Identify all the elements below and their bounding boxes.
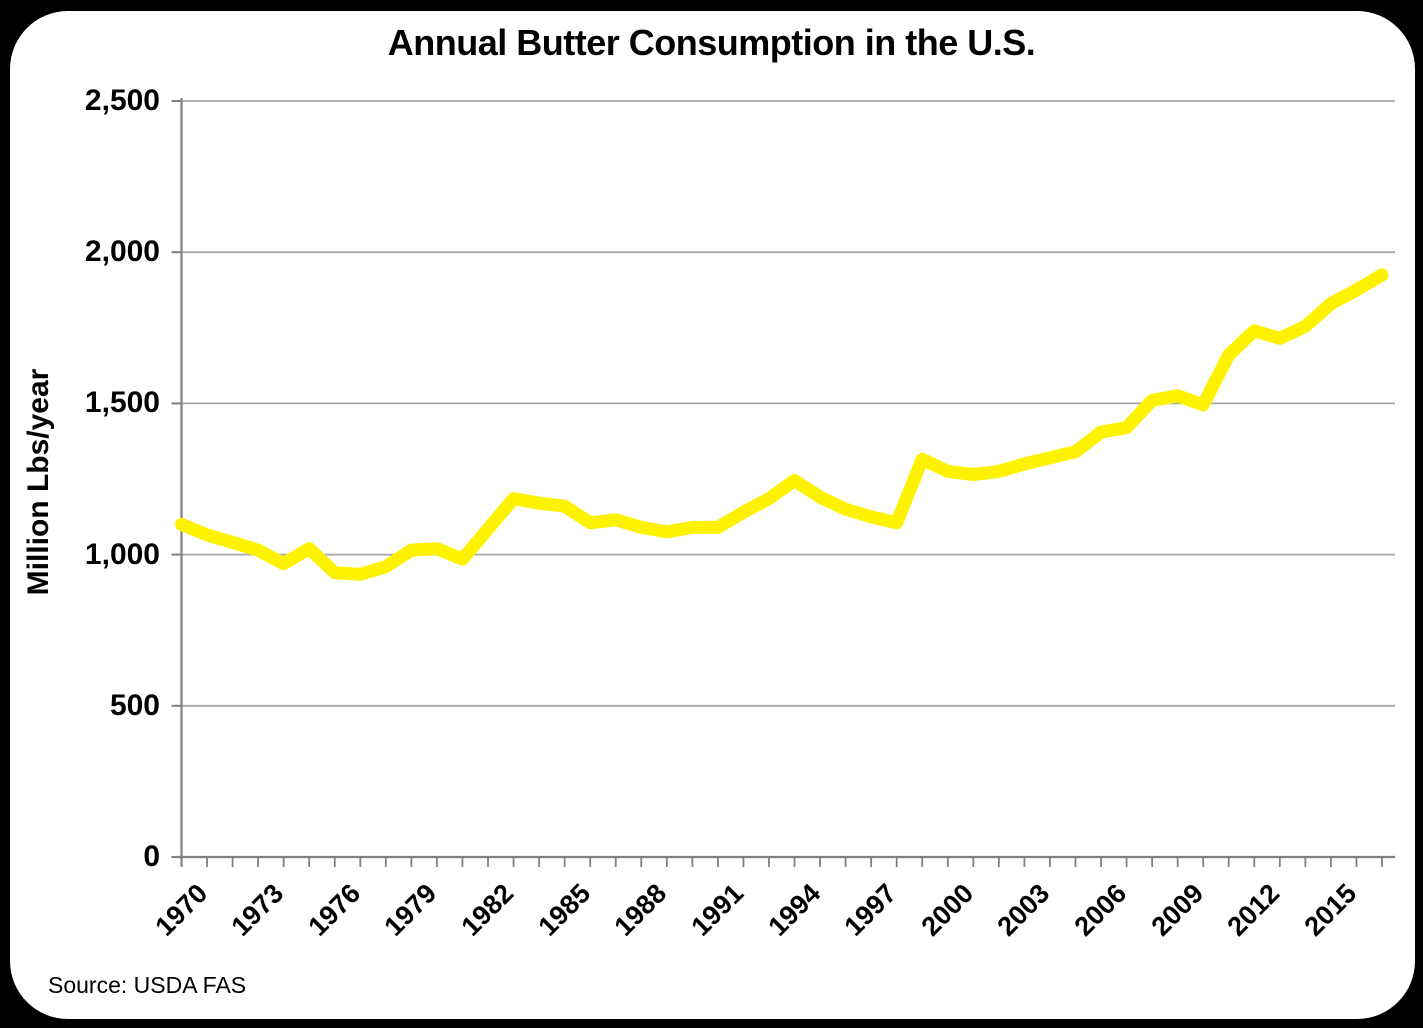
consumption-line <box>175 268 1389 581</box>
y-axis-label: 2,500 <box>84 84 160 117</box>
chart-title: Annual Butter Consumption in the U.S. <box>387 22 1036 63</box>
y-axis-label: 2,000 <box>84 235 160 269</box>
y-axis-label: 1,500 <box>84 386 160 420</box>
chart-card <box>10 11 1415 1019</box>
source-note: Source: USDA FAS <box>48 972 247 998</box>
y-axis-label: 1,000 <box>84 537 160 571</box>
y-axis-label: 0 <box>143 840 160 873</box>
y-axis-label: 500 <box>109 688 160 722</box>
